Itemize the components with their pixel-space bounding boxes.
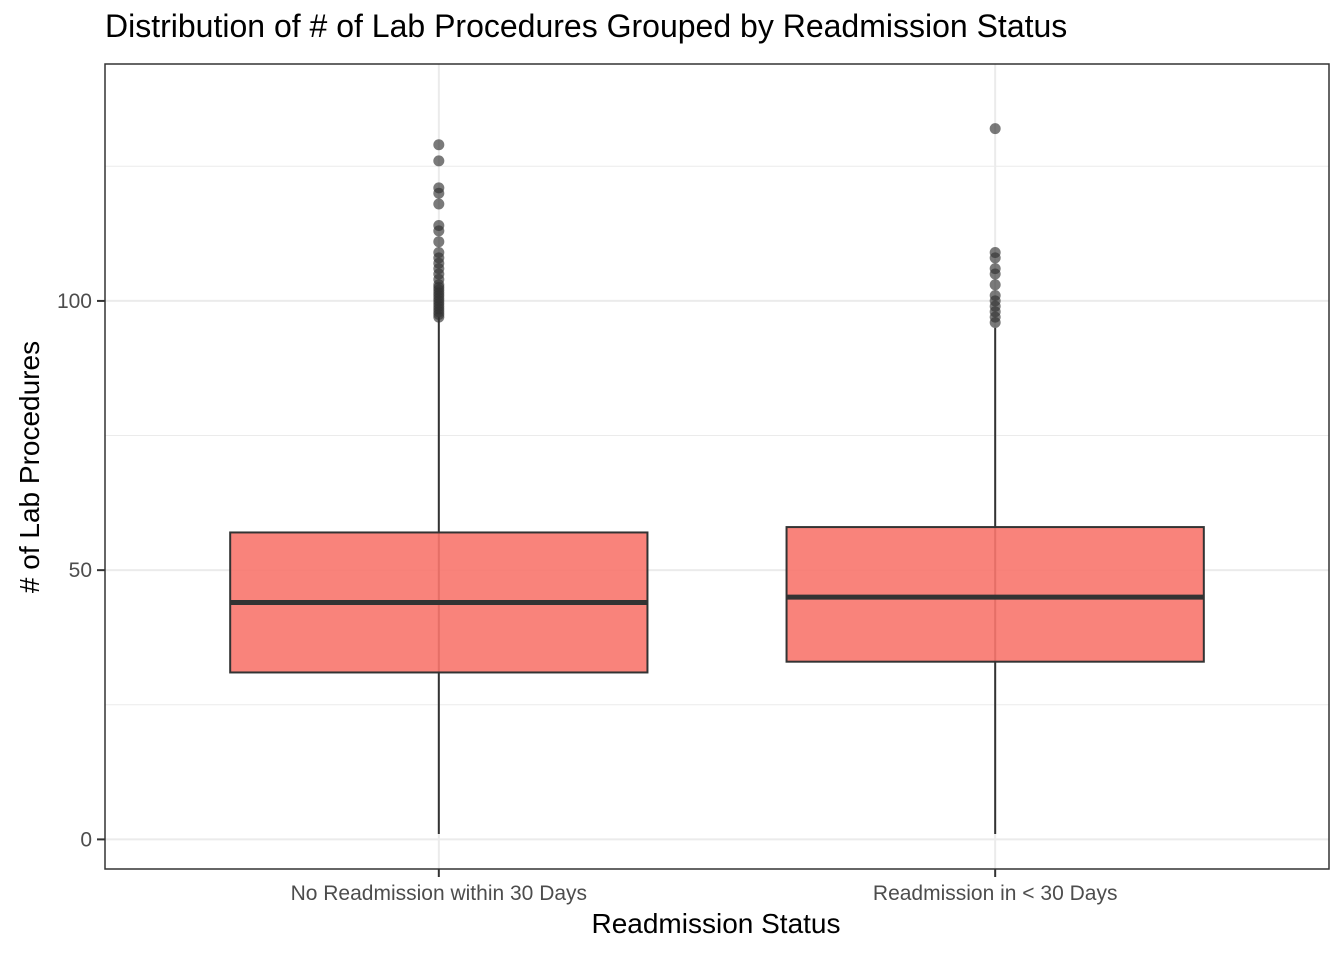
- gridlines: [105, 64, 1329, 869]
- axes: 0 50 100 No Readmission within 30 Days Readm…: [57, 290, 1118, 905]
- outlier-point: [989, 123, 1001, 135]
- outlier-point: [989, 279, 1001, 291]
- outlier-point: [989, 263, 1001, 275]
- outlier-point: [433, 198, 445, 210]
- panel-border: [104, 63, 1330, 870]
- x-tick-label: No Readmission within 30 Days: [291, 882, 587, 905]
- y-axis-title: # of Lab Procedures: [14, 340, 45, 594]
- box: [785, 526, 1205, 663]
- y-tick-label: 0: [80, 828, 92, 851]
- x-tick-label: Readmission in < 30 Days: [873, 882, 1118, 905]
- y-tick-label: 50: [69, 559, 92, 582]
- outlier-point: [989, 290, 1001, 302]
- box-group: [229, 139, 649, 834]
- outlier-point: [433, 220, 445, 232]
- outlier-point: [433, 155, 445, 167]
- outlier-point: [433, 236, 445, 248]
- outlier-point: [433, 246, 445, 258]
- outlier-point: [989, 246, 1001, 258]
- outlier-point: [433, 139, 445, 151]
- boxes: [229, 123, 1205, 834]
- y-tick-label: 100: [57, 290, 92, 313]
- box-group: [785, 123, 1205, 834]
- x-axis-title: Readmission Status: [591, 908, 841, 939]
- chart-title: Distribution of # of Lab Procedures Grou…: [105, 8, 1068, 44]
- outlier-point: [433, 182, 445, 194]
